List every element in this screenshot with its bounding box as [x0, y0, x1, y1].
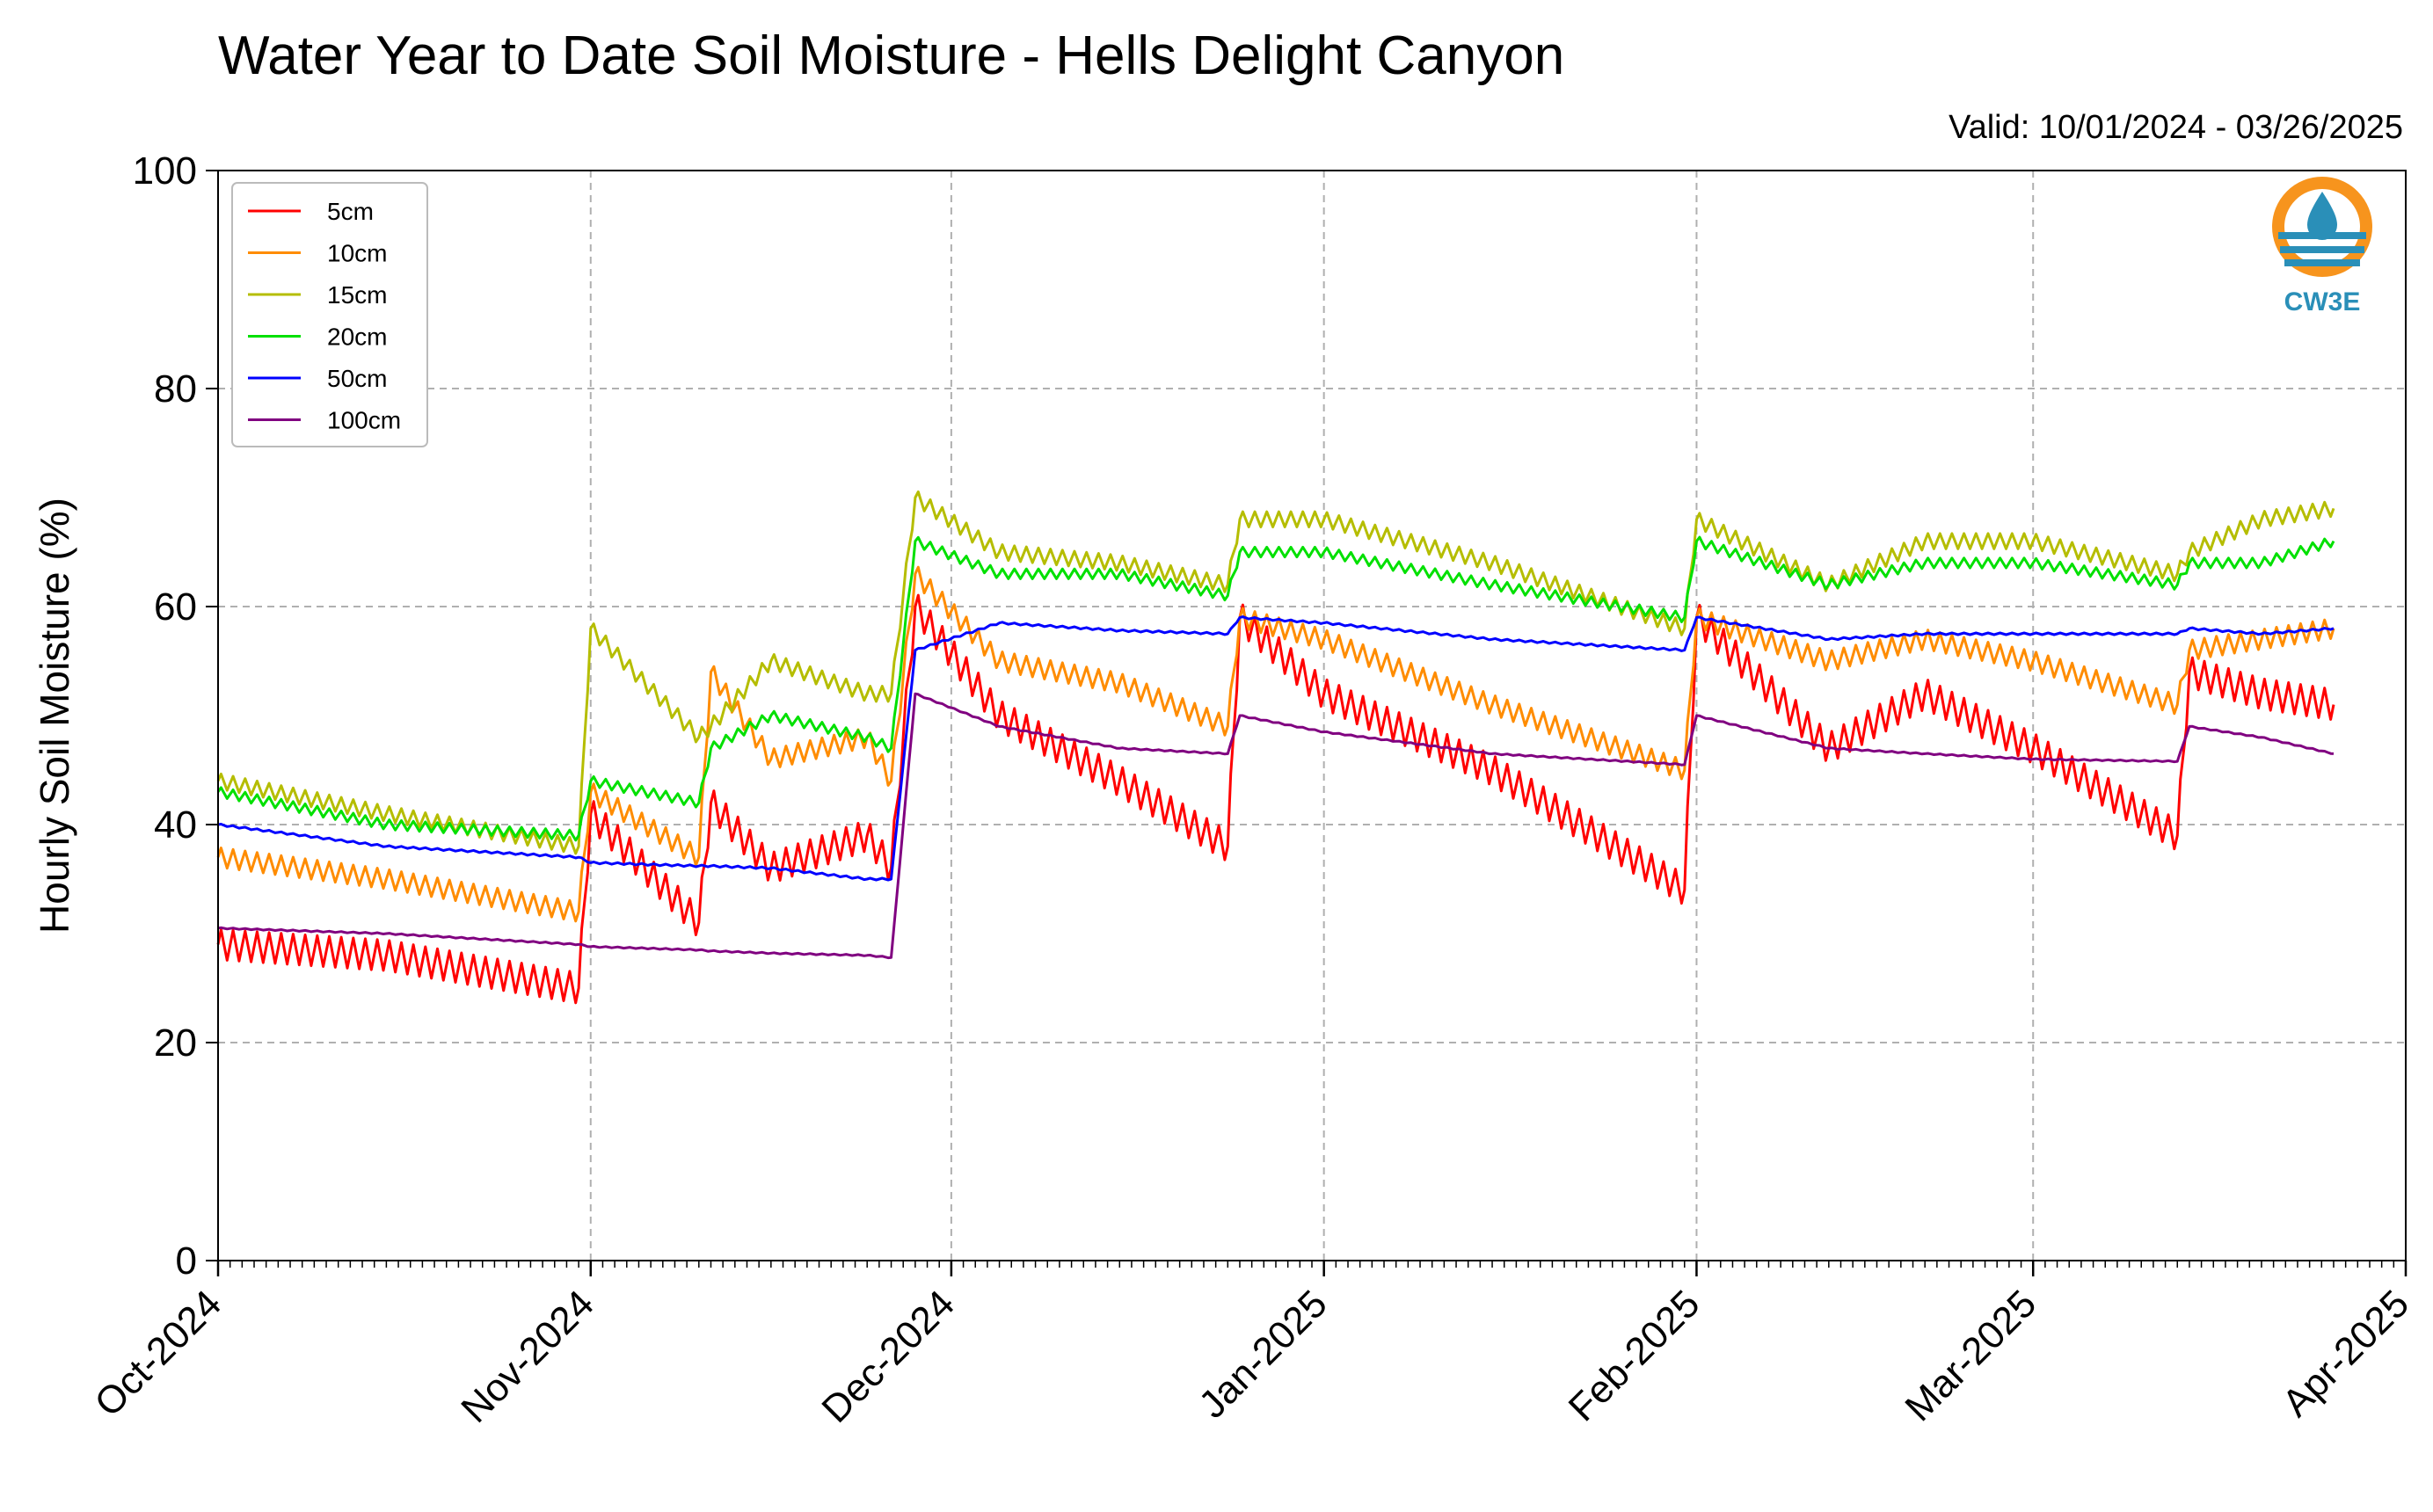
x-tick-label: Feb-2025 — [1561, 1282, 1708, 1429]
y-tick-label: 80 — [154, 367, 197, 411]
x-tick-label: Oct-2024 — [86, 1282, 229, 1425]
chart-title: Water Year to Date Soil Moisture - Hells… — [218, 25, 1565, 86]
plot-frame — [217, 170, 2407, 1261]
series-line-20cm — [216, 535, 2335, 842]
legend-label-10cm: 10cm — [327, 240, 387, 267]
water-drop-icon — [2307, 192, 2337, 240]
y-tick-label: 20 — [154, 1021, 197, 1065]
cw3e-logo: CW3E — [2272, 177, 2372, 316]
series-line-50cm — [217, 615, 2335, 882]
series-lines — [216, 491, 2335, 1005]
series-line-100cm — [217, 692, 2335, 960]
legend-box — [231, 182, 428, 447]
x-tick-label: Nov-2024 — [453, 1282, 602, 1431]
legend-items: 5cm 10cm 15cm 20cm 50cm 100cm — [248, 198, 401, 434]
y-tick-label: 60 — [154, 585, 197, 629]
grid — [218, 171, 2406, 1261]
legend-label-50cm: 50cm — [327, 365, 387, 392]
legend: 5cm 10cm 15cm 20cm 50cm 100cm — [231, 182, 428, 447]
chart-subtitle: Valid: 10/01/2024 - 03/26/2025 — [1949, 109, 2403, 146]
legend-label-20cm: 20cm — [327, 323, 387, 351]
logo-ring — [2272, 177, 2372, 277]
y-tick-label: 0 — [176, 1239, 197, 1283]
series-line-15cm — [216, 491, 2335, 855]
x-tick-label: Jan-2025 — [1191, 1282, 1335, 1426]
x-tick-label: Dec-2024 — [813, 1282, 963, 1431]
x-ticks: Oct-2024 Nov-2024 Dec-2024 Jan-2025 Feb-2025… — [86, 1261, 2417, 1431]
series-line-10cm — [216, 565, 2335, 923]
series-line-5cm — [216, 593, 2335, 1005]
logo-text: CW3E — [2284, 287, 2361, 316]
y-axis-label: Hourly Soil Moisture (%) — [32, 498, 77, 934]
y-tick-label: 100 — [133, 149, 197, 193]
legend-label-100cm: 100cm — [327, 407, 401, 434]
y-tick-label: 40 — [154, 803, 197, 847]
x-tick-label: Apr-2025 — [2274, 1282, 2417, 1425]
legend-label-15cm: 15cm — [327, 281, 387, 309]
legend-label-5cm: 5cm — [327, 198, 374, 225]
y-ticks: 0 20 40 60 80 100 — [133, 149, 218, 1283]
x-tick-label: Mar-2025 — [1897, 1282, 2044, 1429]
